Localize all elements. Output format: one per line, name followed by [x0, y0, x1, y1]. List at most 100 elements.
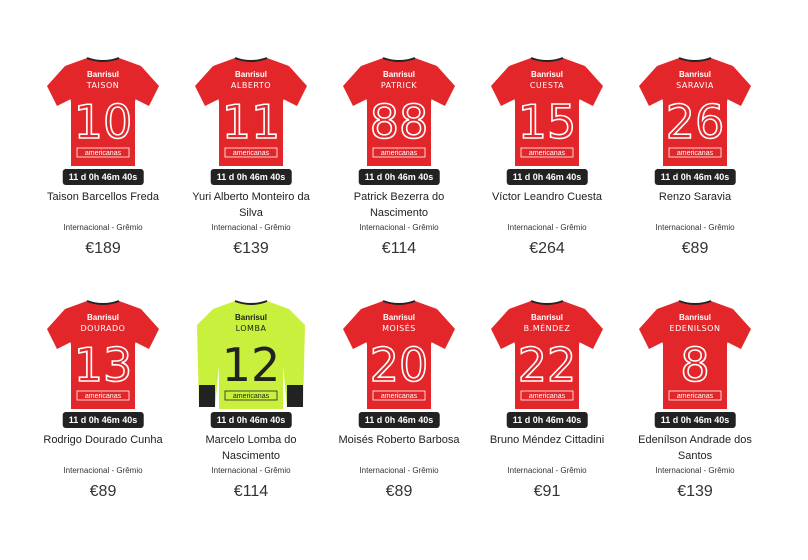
product-name[interactable]: Moisés Roberto Barbosa [338, 434, 460, 446]
sponsor-logo-bottom: americanas [677, 150, 714, 157]
product-price: €114 [381, 240, 417, 257]
product-card[interactable]: Banrisul B.MÉNDEZ 22 americanas 11 d 0h … [473, 295, 621, 538]
jersey-number: 26 [666, 95, 725, 149]
product-card[interactable]: Banrisul LOMBA 12 americanas 11 d 0h 46m… [177, 295, 325, 538]
sponsor-logo: Banrisul [531, 70, 563, 79]
sponsor-logo-bottom: americanas [677, 393, 714, 400]
product-league: Internacional - Grêmio [63, 466, 143, 475]
product-name[interactable]: Bruno Méndez Cittadini [489, 434, 605, 446]
product-card[interactable]: Banrisul MOISÉS 20 americanas 11 d 0h 46… [325, 295, 473, 538]
product-grid: Banrisul TAISON 10 americanas 11 d 0h 46… [29, 52, 769, 538]
sponsor-logo: Banrisul [235, 313, 267, 322]
sponsor-logo: Banrisul [235, 70, 267, 79]
product-league: Internacional - Grêmio [655, 223, 735, 232]
sponsor-logo-bottom: americanas [85, 150, 122, 157]
jersey-name: EDENILSON [670, 324, 721, 333]
sponsor-logo-bottom: americanas [381, 393, 418, 400]
jersey-image[interactable]: Banrisul DOURADO 13 americanas [47, 295, 159, 413]
jersey-number: 20 [370, 338, 429, 392]
jersey-image[interactable]: Banrisul SARAVIA 26 americanas [639, 52, 751, 170]
product-name[interactable]: Rodrigo Dourado Cunha [43, 434, 163, 446]
product-name[interactable]: Edenílson Andrade dos Santos [638, 434, 752, 462]
product-league: Internacional - Grêmio [655, 466, 735, 475]
product-name[interactable]: Patrick Bezerra do Nascimento [353, 191, 445, 219]
countdown-timer: 11 d 0h 46m 40s [358, 169, 440, 185]
product-price: €91 [533, 483, 561, 500]
product-name[interactable]: Víctor Leandro Cuesta [491, 191, 603, 203]
product-name[interactable]: Taison Barcellos Freda [47, 191, 159, 203]
countdown-timer: 11 d 0h 46m 40s [62, 412, 144, 428]
jersey-name: PATRICK [381, 81, 418, 90]
sponsor-logo: Banrisul [679, 70, 711, 79]
product-name[interactable]: Yuri Alberto Monteiro da Silva [192, 191, 310, 219]
product-league: Internacional - Grêmio [359, 223, 439, 232]
jersey-name: TAISON [86, 81, 119, 90]
product-name[interactable]: Renzo Saravia [658, 191, 732, 203]
jersey-number: 13 [74, 338, 133, 392]
countdown-timer: 11 d 0h 46m 40s [654, 169, 736, 185]
jersey-image[interactable]: Banrisul TAISON 10 americanas [47, 52, 159, 170]
product-price: €189 [85, 240, 121, 257]
jersey-name: LOMBA [236, 324, 267, 333]
jersey-name: SARAVIA [676, 81, 714, 90]
countdown-timer: 11 d 0h 46m 40s [654, 412, 736, 428]
countdown-timer: 11 d 0h 46m 40s [210, 412, 292, 428]
product-card[interactable]: Banrisul PATRICK 88 americanas 11 d 0h 4… [325, 52, 473, 295]
countdown-timer: 11 d 0h 46m 40s [358, 412, 440, 428]
product-card[interactable]: Banrisul DOURADO 13 americanas 11 d 0h 4… [29, 295, 177, 538]
jersey-image[interactable]: Banrisul LOMBA 12 americanas [195, 295, 307, 413]
product-league: Internacional - Grêmio [359, 466, 439, 475]
jersey-number: 11 [222, 95, 281, 149]
jersey-image[interactable]: Banrisul CUESTA 15 americanas [491, 52, 603, 170]
product-card[interactable]: Banrisul EDENILSON 8 americanas 11 d 0h … [621, 295, 769, 538]
product-price: €139 [677, 483, 713, 500]
sponsor-logo-bottom: americanas [233, 393, 270, 400]
countdown-timer: 11 d 0h 46m 40s [210, 169, 292, 185]
sponsor-logo: Banrisul [679, 313, 711, 322]
sponsor-logo-bottom: americanas [529, 150, 566, 157]
product-league: Internacional - Grêmio [211, 466, 291, 475]
jersey-image[interactable]: Banrisul ALBERTO 11 americanas [195, 52, 307, 170]
product-league: Internacional - Grêmio [63, 223, 143, 232]
sponsor-logo: Banrisul [383, 70, 415, 79]
jersey-number: 8 [680, 338, 709, 392]
sponsor-logo-bottom: americanas [85, 393, 122, 400]
jersey-number: 12 [222, 338, 281, 392]
jersey-number: 10 [74, 95, 133, 149]
product-card[interactable]: Banrisul SARAVIA 26 americanas 11 d 0h 4… [621, 52, 769, 295]
sponsor-logo: Banrisul [87, 313, 119, 322]
product-price: €89 [385, 483, 413, 500]
sponsor-logo-bottom: americanas [381, 150, 418, 157]
jersey-name: ALBERTO [231, 81, 271, 90]
product-price: €89 [89, 483, 117, 500]
jersey-name: MOISÉS [382, 322, 416, 333]
jersey-name: CUESTA [530, 81, 564, 90]
sponsor-logo-bottom: americanas [233, 150, 270, 157]
product-price: €264 [529, 240, 565, 257]
jersey-image[interactable]: Banrisul EDENILSON 8 americanas [639, 295, 751, 413]
jersey-name: B.MÉNDEZ [524, 322, 571, 333]
product-card[interactable]: Banrisul TAISON 10 americanas 11 d 0h 46… [29, 52, 177, 295]
product-price: €89 [681, 240, 709, 257]
product-name[interactable]: Marcelo Lomba do Nascimento [205, 434, 297, 462]
product-price: €114 [233, 483, 269, 500]
product-card[interactable]: Banrisul CUESTA 15 americanas 11 d 0h 46… [473, 52, 621, 295]
jersey-image[interactable]: Banrisul PATRICK 88 americanas [343, 52, 455, 170]
countdown-timer: 11 d 0h 46m 40s [506, 412, 588, 428]
sponsor-logo: Banrisul [383, 313, 415, 322]
jersey-number: 22 [518, 338, 577, 392]
product-card[interactable]: Banrisul ALBERTO 11 americanas 11 d 0h 4… [177, 52, 325, 295]
jersey-number: 15 [518, 95, 577, 149]
jersey-number: 88 [370, 95, 429, 149]
countdown-timer: 11 d 0h 46m 40s [506, 169, 588, 185]
jersey-name: DOURADO [81, 324, 126, 333]
product-league: Internacional - Grêmio [507, 223, 587, 232]
countdown-timer: 11 d 0h 46m 40s [62, 169, 144, 185]
sponsor-logo-bottom: americanas [529, 393, 566, 400]
sponsor-logo: Banrisul [87, 70, 119, 79]
product-league: Internacional - Grêmio [211, 223, 291, 232]
product-price: €139 [233, 240, 269, 257]
sponsor-logo: Banrisul [531, 313, 563, 322]
jersey-image[interactable]: Banrisul MOISÉS 20 americanas [343, 295, 455, 413]
jersey-image[interactable]: Banrisul B.MÉNDEZ 22 americanas [491, 295, 603, 413]
